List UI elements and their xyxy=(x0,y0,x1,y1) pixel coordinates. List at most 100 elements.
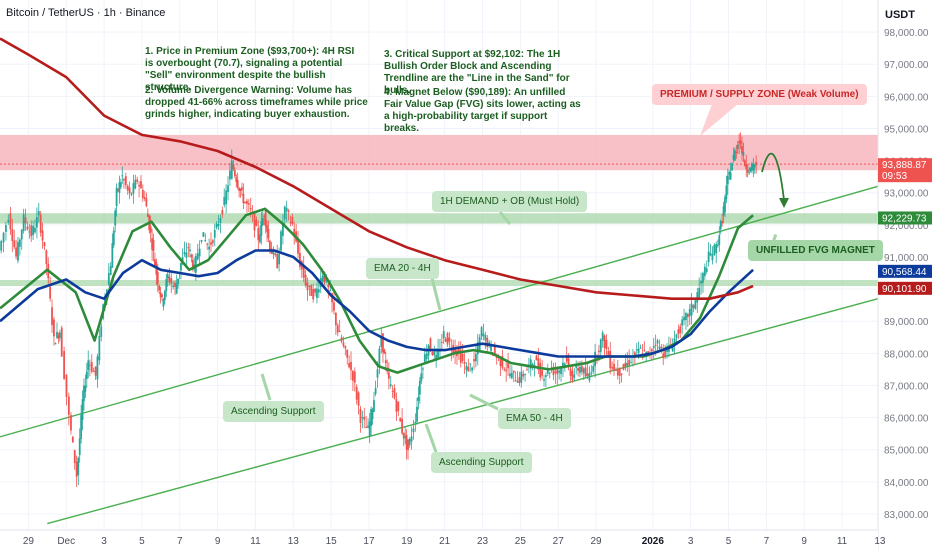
candle-up xyxy=(208,246,210,250)
candle-down xyxy=(206,243,209,245)
candle-down xyxy=(312,289,315,300)
candle-down xyxy=(333,302,335,311)
price-axis[interactable]: 83,000.00 84,000.00 85,000.00 86,000.00 87,0… xyxy=(877,0,932,550)
price-tag-label: 90,101.90 xyxy=(882,284,927,295)
candle-down xyxy=(246,200,248,204)
candle-up xyxy=(558,370,561,373)
candle-down xyxy=(136,179,139,182)
candle-up xyxy=(37,211,40,216)
candle-up xyxy=(18,239,21,247)
candle-down xyxy=(244,201,246,203)
candle-up xyxy=(412,428,415,433)
candle-down xyxy=(266,225,268,232)
candle-up xyxy=(582,368,585,374)
candle-down xyxy=(622,364,625,370)
candle-up xyxy=(509,373,511,377)
candle-down xyxy=(486,337,489,347)
candle-down xyxy=(647,351,649,354)
candle-down xyxy=(457,346,460,353)
candle-up xyxy=(417,396,420,401)
candle-up xyxy=(681,319,684,326)
candle-down xyxy=(168,276,171,283)
candle-up xyxy=(713,244,716,255)
candle-up xyxy=(83,385,85,402)
candle-down xyxy=(146,213,149,217)
candle-up xyxy=(370,409,373,426)
candle-down xyxy=(145,198,148,207)
ascending-support-label-2: Ascending Support xyxy=(431,452,532,473)
price-tick-label: 88,000.00 xyxy=(884,349,929,360)
price-tag-label: 92,229.73 xyxy=(882,213,927,224)
candle-up xyxy=(573,374,576,378)
candle-up xyxy=(724,197,726,213)
currency-label[interactable]: USDT xyxy=(885,9,915,21)
candle-up xyxy=(0,241,3,251)
candle-down xyxy=(346,349,349,358)
candle-up xyxy=(162,299,165,307)
time-tick-label: 3 xyxy=(688,536,694,547)
candle-down xyxy=(291,216,294,225)
time-tick-label: 7 xyxy=(177,536,183,547)
time-tick-label: 19 xyxy=(401,536,413,547)
candle-down xyxy=(152,240,155,251)
fvg-magnet-label: UNFILLED FVG MAGNET xyxy=(748,240,883,261)
candle-up xyxy=(599,339,602,352)
candle-up xyxy=(5,225,7,232)
candle-down xyxy=(45,250,48,265)
demand-label-pointer xyxy=(498,211,512,225)
candle-up xyxy=(418,381,421,395)
candle-up xyxy=(736,144,739,149)
candle-down xyxy=(238,187,241,191)
time-axis-bg xyxy=(0,530,878,550)
candle-up xyxy=(742,152,745,156)
time-tick-label: 29 xyxy=(23,536,35,547)
candle-up xyxy=(696,292,699,303)
time-axis[interactable]: 29 Dec 3 5 7 9 11 13 15 17 19 21 23 25 27 29 2026 3 5 7 9 11 1… xyxy=(0,529,886,550)
candle-up xyxy=(465,365,468,371)
candle-down xyxy=(154,259,156,266)
candle-up xyxy=(32,225,35,236)
candle-up xyxy=(637,348,640,353)
candle-down xyxy=(391,391,394,393)
candle-down xyxy=(174,282,176,287)
asc1-label-pointer xyxy=(260,373,272,401)
candle-down xyxy=(616,368,619,376)
candle-up xyxy=(172,285,175,288)
candle-down xyxy=(340,337,343,342)
candle-up xyxy=(753,165,756,168)
candle-down xyxy=(232,164,235,170)
candle-up xyxy=(2,232,5,243)
candle-up xyxy=(442,331,445,339)
candle-up xyxy=(433,351,436,356)
candle-down xyxy=(65,374,68,397)
ema20-label-pointer xyxy=(430,277,442,311)
candle-up xyxy=(416,406,418,422)
candle-down xyxy=(618,367,621,376)
candle-down xyxy=(650,349,653,352)
candle-up xyxy=(217,223,220,227)
price-tick-label: 87,000.00 xyxy=(884,381,929,392)
candle-down xyxy=(267,229,270,239)
candle-up xyxy=(278,254,281,265)
time-tick-label: 21 xyxy=(439,536,451,547)
candle-up xyxy=(58,332,61,339)
candle-up xyxy=(115,187,118,207)
candle-down xyxy=(755,161,758,165)
time-tick-label: 27 xyxy=(553,536,565,547)
candle-up xyxy=(725,185,728,200)
candle-down xyxy=(141,189,144,199)
candle-up xyxy=(378,348,381,368)
candle-up xyxy=(196,253,199,260)
candle-up xyxy=(285,207,288,212)
demand-zone-label: 1H DEMAND + OB (Must Hold) xyxy=(432,191,588,212)
candle-down xyxy=(57,335,60,339)
candle-down xyxy=(556,368,559,375)
candle-down xyxy=(348,363,351,368)
time-tick-label: 11 xyxy=(250,536,261,547)
candle-up xyxy=(198,248,201,257)
candle-down xyxy=(514,380,517,382)
candle-up xyxy=(733,150,736,161)
candle-down xyxy=(187,247,190,249)
candle-up xyxy=(223,196,226,206)
ema20-label: EMA 20 - 4H xyxy=(366,258,439,279)
